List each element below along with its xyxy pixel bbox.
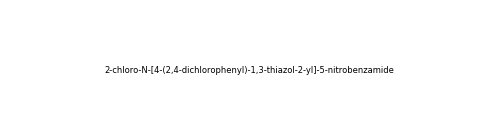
Text: 2-chloro-N-[4-(2,4-dichlorophenyl)-1,3-thiazol-2-yl]-5-nitrobenzamide: 2-chloro-N-[4-(2,4-dichlorophenyl)-1,3-t… — [104, 66, 394, 75]
